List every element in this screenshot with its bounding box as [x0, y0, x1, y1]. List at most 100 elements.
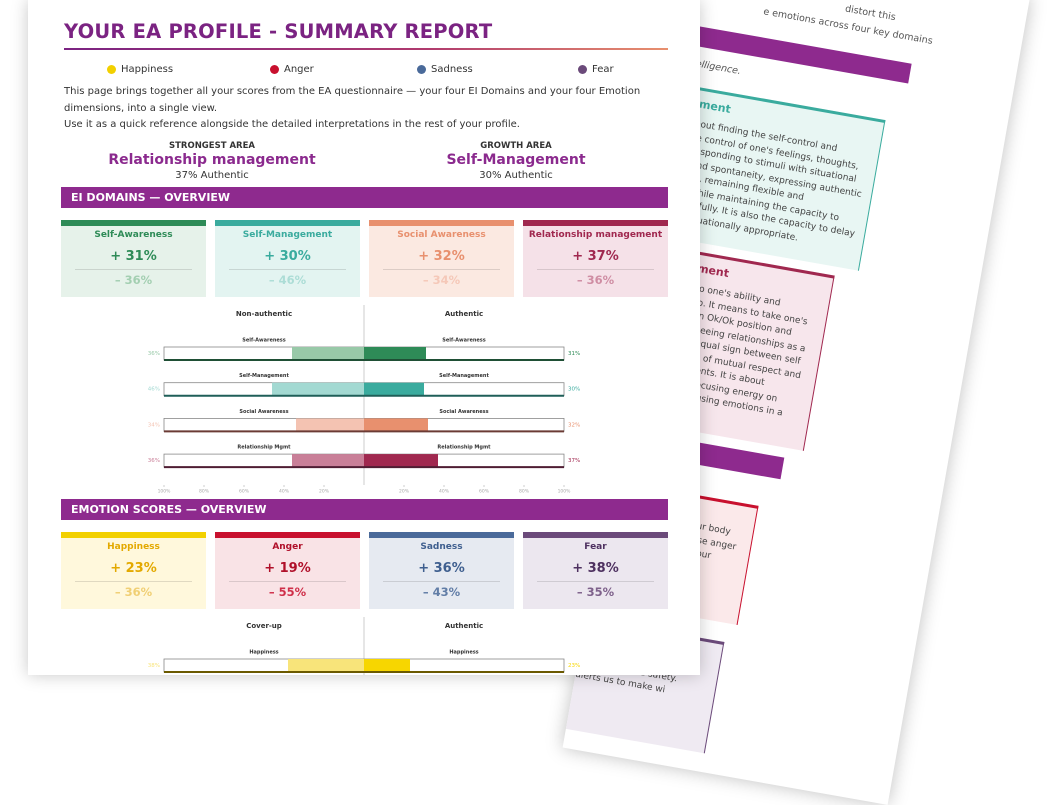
legend-dot — [417, 65, 426, 74]
legend-label: Anger — [284, 64, 314, 75]
card-minus: – 36% — [576, 273, 615, 287]
card-bar — [523, 220, 668, 226]
chart-left-title: Non-authentic — [236, 310, 292, 318]
card-name: Fear — [584, 542, 607, 552]
card-rule — [537, 269, 654, 270]
card — [61, 220, 206, 297]
card-plus: + 19% — [264, 561, 311, 576]
bar-left-label: 36% — [148, 351, 160, 357]
highlight-name: Self-Management — [446, 152, 586, 168]
section-band — [61, 499, 668, 520]
card-name: Self-Awareness — [94, 230, 173, 240]
row-name-left: Self-Management — [239, 373, 289, 379]
bar-right-label: 32% — [568, 422, 580, 428]
legend-label: Fear — [592, 64, 614, 75]
card-plus: + 36% — [418, 561, 465, 576]
row-name-right: Relationship Mgmt — [437, 445, 491, 451]
bar-left — [292, 454, 364, 468]
card-name: Happiness — [107, 542, 160, 552]
title: YOUR EA PROFILE - SUMMARY REPORT — [64, 20, 493, 43]
bar-right — [364, 382, 424, 396]
x-tick-label: 80% — [199, 489, 210, 495]
screen: {"header":{"title":"YOUR EA PROFILE - SU… — [61, 3, 934, 754]
bar-right-label: 23% — [568, 663, 580, 669]
bar-left — [288, 659, 364, 672]
card-plus: + 37% — [572, 249, 619, 264]
section-title: EI DOMAINS — OVERVIEW — [71, 191, 231, 204]
back-top-text: distort this — [844, 3, 897, 24]
card-rule — [229, 269, 346, 270]
card-minus: – 46% — [268, 273, 307, 287]
highlight-detail: 37% Authentic — [175, 170, 249, 181]
card-bar — [523, 532, 668, 538]
bar-right-label: 30% — [568, 387, 580, 393]
legend-dot — [107, 65, 116, 74]
bar-right-label: 37% — [568, 458, 580, 464]
x-tick-label: 20% — [399, 489, 410, 495]
bar-left — [292, 347, 364, 360]
card-bar — [215, 532, 360, 538]
card-name: Anger — [272, 542, 303, 552]
card-plus: + 38% — [572, 561, 619, 576]
intro-text: Use it as a quick reference alongside th… — [64, 119, 520, 130]
x-tick-label: 100% — [558, 489, 572, 495]
section-band — [61, 187, 668, 208]
card-name: Self-Management — [242, 230, 333, 240]
card-minus: – 35% — [576, 585, 615, 599]
chart-right-title: Authentic — [445, 622, 483, 630]
card — [215, 532, 360, 609]
row-name-left: Happiness — [249, 650, 278, 656]
card-plus: + 32% — [418, 249, 465, 264]
bar-right — [364, 347, 426, 360]
card — [369, 532, 514, 609]
highlight-label: GROWTH AREA — [480, 141, 552, 151]
highlight-name: Relationship management — [108, 152, 316, 168]
card — [369, 220, 514, 297]
card-plus: + 30% — [264, 249, 311, 264]
x-tick-label: 80% — [519, 489, 530, 495]
card-bar — [61, 532, 206, 538]
bar-left — [296, 418, 364, 432]
highlight-detail: 30% Authentic — [479, 170, 553, 181]
card-minus: – 55% — [268, 585, 307, 599]
card-rule — [383, 269, 500, 270]
charts: Non-authentic Authentic Self-Awareness Self… — [148, 305, 580, 675]
bar-right — [364, 454, 438, 468]
card-rule — [75, 269, 192, 270]
bar-left-label: 46% — [148, 387, 160, 393]
card-name: Sadness — [420, 542, 463, 552]
card — [61, 532, 206, 609]
chart-right-title: Authentic — [445, 310, 483, 318]
row-name-right: Social Awareness — [439, 409, 488, 415]
legend-label: Happiness — [121, 64, 174, 75]
card-name: Social Awareness — [397, 230, 486, 240]
row-name-left: Self-Awareness — [242, 338, 286, 344]
row-name-right: Happiness — [449, 650, 478, 656]
title-rule — [64, 48, 668, 50]
row-name-right: Self-Awareness — [442, 338, 486, 344]
row-name-right: Self-Management — [439, 373, 489, 379]
card-minus: – 36% — [114, 585, 153, 599]
section-title: EMOTION SCORES — OVERVIEW — [71, 503, 267, 516]
bar-left-label: 34% — [148, 422, 160, 428]
card-plus: + 31% — [110, 249, 157, 264]
bar-right — [364, 418, 428, 432]
card-rule — [383, 581, 500, 582]
row-name-left: Social Awareness — [239, 409, 288, 415]
card-rule — [537, 581, 654, 582]
intro-text: dimensions, into a single view. — [64, 102, 218, 114]
bar-left-label: 38% — [148, 663, 160, 669]
x-tick-label: 60% — [239, 489, 250, 495]
card-rule — [229, 581, 346, 582]
card-bar — [369, 532, 514, 538]
x-tick-label: 60% — [479, 489, 490, 495]
legend-label: Sadness — [431, 64, 473, 75]
card-plus: + 23% — [110, 561, 157, 576]
legend-dot — [270, 65, 279, 74]
bar-left — [272, 382, 364, 396]
legend-dot — [578, 65, 587, 74]
card-bar — [61, 220, 206, 226]
card-minus: – 36% — [114, 273, 153, 287]
card — [523, 532, 668, 609]
bar-left-label: 36% — [148, 458, 160, 464]
